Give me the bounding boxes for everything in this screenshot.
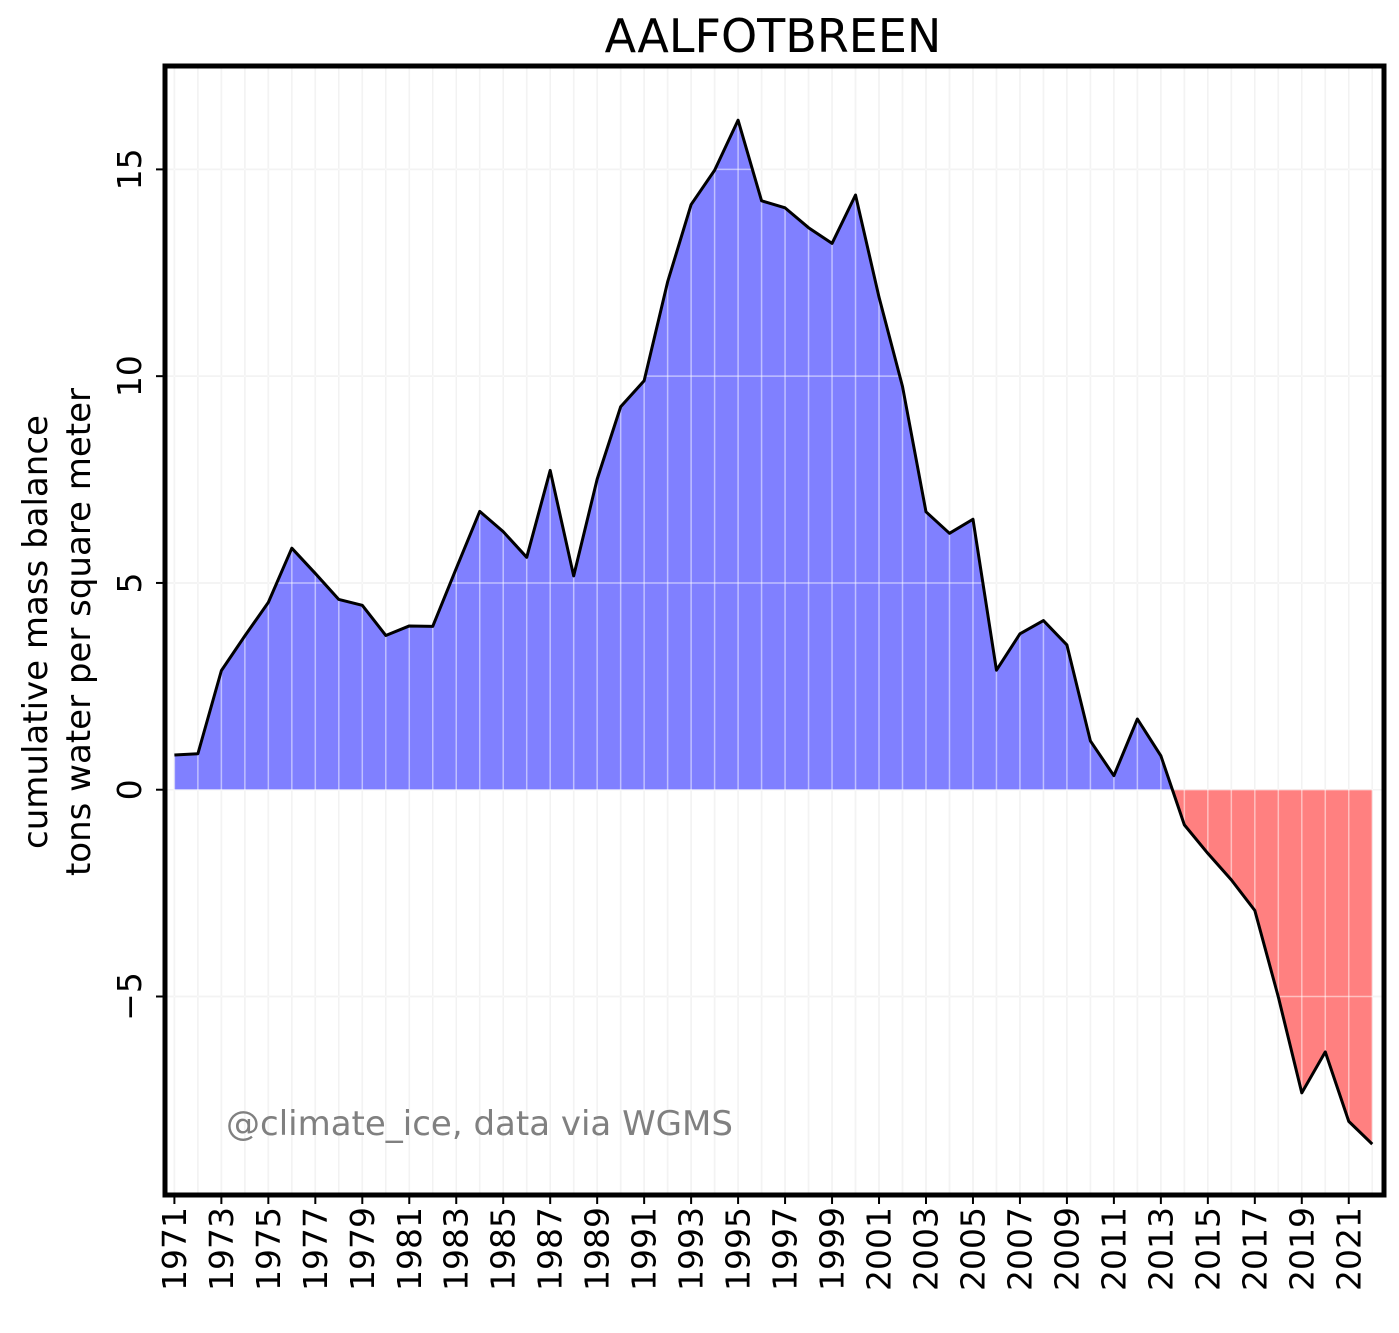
x-tick-label: 2019 bbox=[1282, 1207, 1321, 1291]
grid-lines-over-fill bbox=[165, 66, 1384, 1195]
y-axis-label-line-2: tons water per square meter bbox=[59, 388, 99, 876]
x-tick-label: 1999 bbox=[813, 1207, 852, 1291]
x-tick-label: 2001 bbox=[860, 1207, 899, 1291]
y-tick-label: 15 bbox=[110, 148, 149, 190]
x-tick-label: 1985 bbox=[484, 1207, 523, 1291]
y-tick-label: −5 bbox=[110, 972, 149, 1021]
x-tick-label: 1991 bbox=[625, 1207, 664, 1291]
x-tick-label: 1975 bbox=[249, 1207, 288, 1291]
plot-frame bbox=[162, 63, 1387, 1198]
credit-annotation: @climate_ice, data via WGMS bbox=[226, 1104, 733, 1144]
x-tick-label: 1977 bbox=[296, 1207, 335, 1291]
x-tick-label: 1993 bbox=[672, 1207, 711, 1291]
x-tick-label: 2007 bbox=[1000, 1207, 1039, 1291]
x-tick-label: 2003 bbox=[906, 1207, 945, 1291]
x-tick-label: 1983 bbox=[437, 1207, 476, 1291]
x-tick-label: 2013 bbox=[1141, 1207, 1180, 1291]
x-tick-label: 2005 bbox=[953, 1207, 992, 1291]
x-axis-ticks: 1971 1973 1975 1977 1979 1981 1983 1985 1987 1989… bbox=[155, 1195, 1368, 1291]
x-tick-label: 1989 bbox=[578, 1207, 617, 1291]
x-tick-label: 2009 bbox=[1047, 1207, 1086, 1291]
x-tick-label: 1987 bbox=[531, 1207, 570, 1291]
y-tick-label: 0 bbox=[110, 779, 149, 800]
x-tick-label: 1979 bbox=[343, 1207, 382, 1291]
x-tick-label: 2011 bbox=[1094, 1207, 1133, 1291]
x-tick-label: 1995 bbox=[719, 1207, 758, 1291]
x-tick-label: 1973 bbox=[202, 1207, 241, 1291]
x-tick-label: 1997 bbox=[766, 1207, 805, 1291]
y-axis-label-line-1: cumulative mass balance bbox=[16, 415, 56, 849]
x-tick-label: 2017 bbox=[1235, 1207, 1274, 1291]
chart-title: AALFOTBREEN bbox=[605, 9, 942, 63]
y-tick-label: 10 bbox=[110, 355, 149, 397]
area-fills bbox=[174, 120, 1373, 1145]
negative-area bbox=[174, 789, 1373, 1145]
positive-area bbox=[174, 120, 1373, 790]
y-tick-label: 5 bbox=[110, 572, 149, 593]
x-tick-label: 1981 bbox=[390, 1207, 429, 1291]
plot-area bbox=[162, 63, 1387, 1198]
mass-balance-line bbox=[174, 118, 1374, 1146]
x-tick-label: 1971 bbox=[155, 1207, 194, 1291]
x-tick-label: 2021 bbox=[1329, 1207, 1368, 1291]
x-tick-label: 2015 bbox=[1188, 1207, 1227, 1291]
y-axis-ticks: −5 0 5 10 15 bbox=[110, 148, 165, 1021]
